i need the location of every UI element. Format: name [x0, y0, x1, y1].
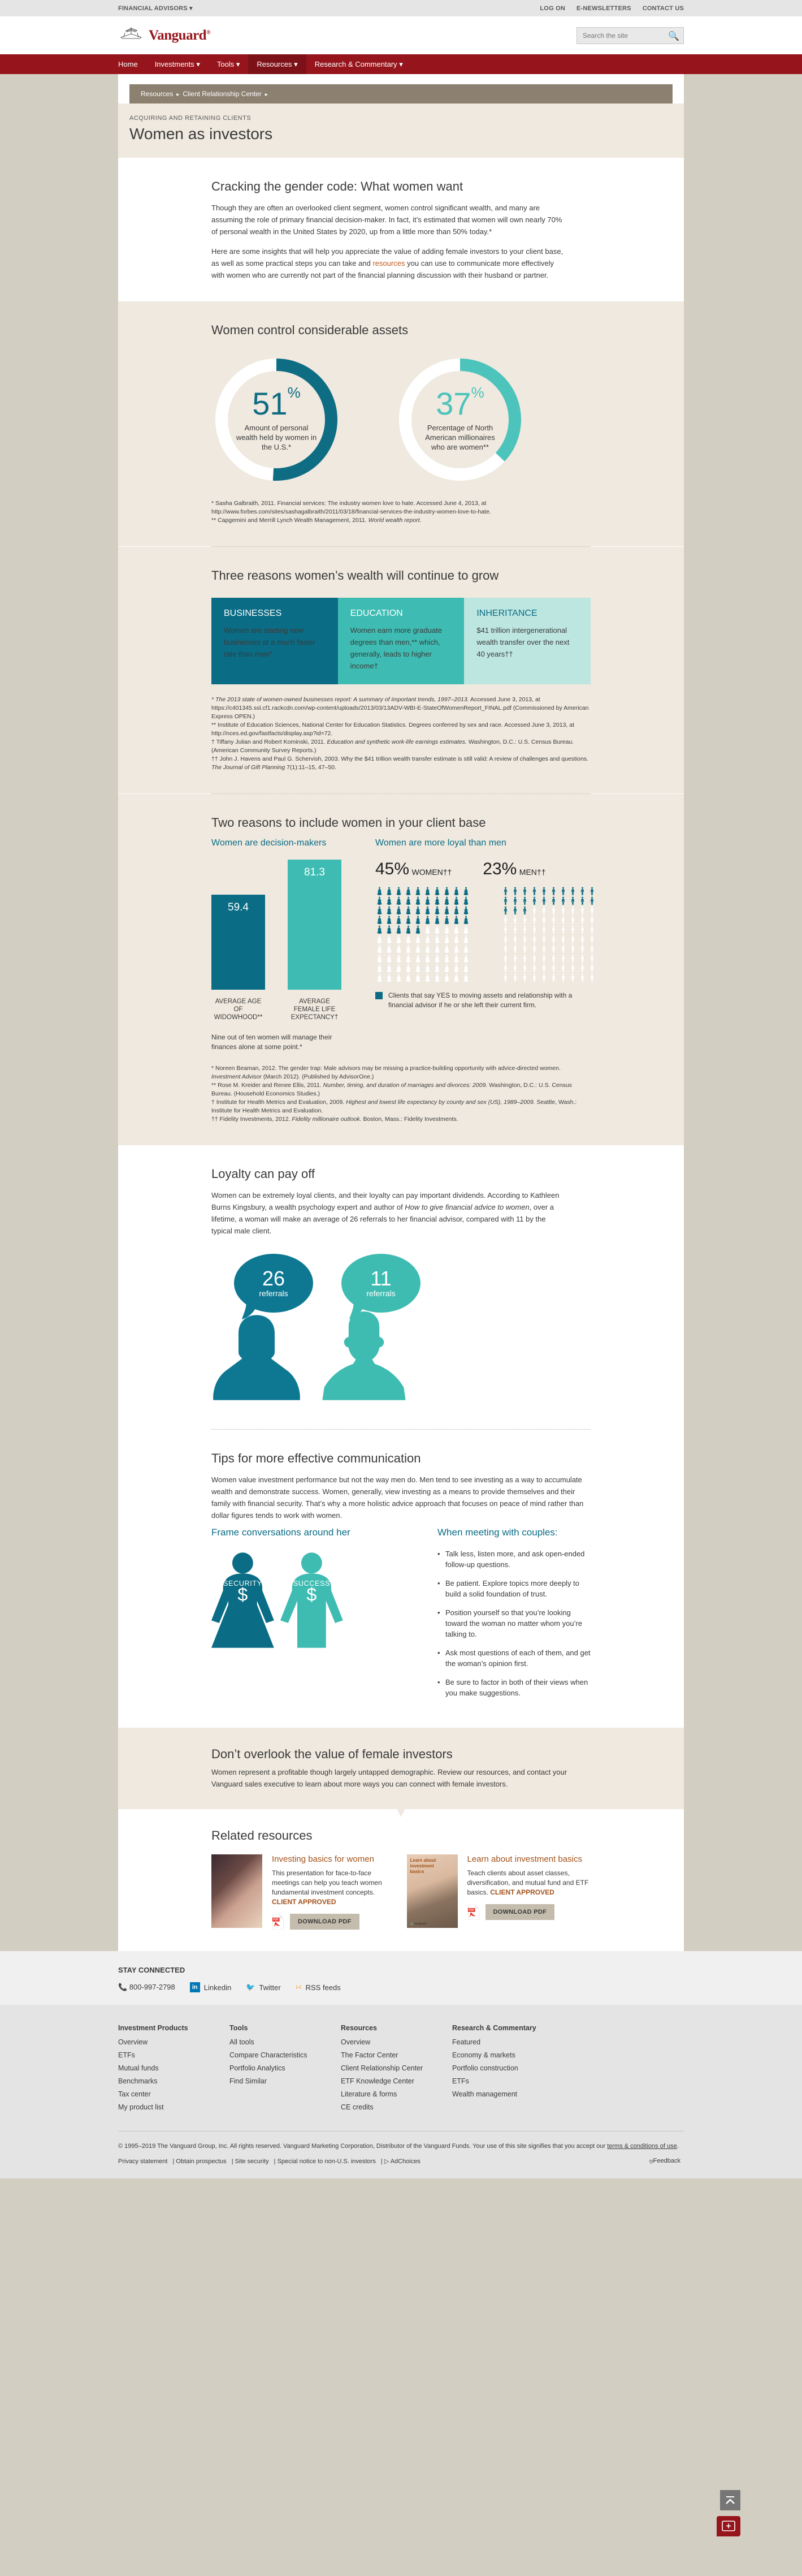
svg-text:SUCCESS: SUCCESS	[293, 1580, 330, 1587]
svg-text:SECURITY: SECURITY	[223, 1580, 262, 1587]
svg-text:PDF: PDF	[273, 1918, 279, 1921]
svg-text:PDF: PDF	[469, 1908, 474, 1911]
